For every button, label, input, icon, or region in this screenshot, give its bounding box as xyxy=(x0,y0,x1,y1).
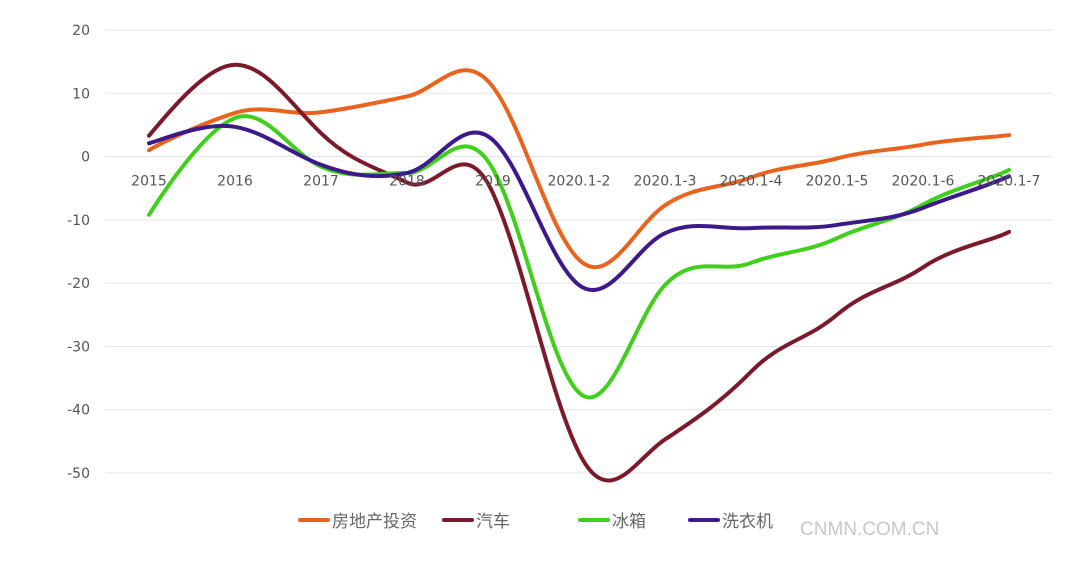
y-tick-label: 0 xyxy=(81,150,90,166)
legend-label: 房地产投资 xyxy=(332,512,417,532)
y-tick-label: -30 xyxy=(67,339,90,355)
series-line-1 xyxy=(147,68,1011,270)
series-line-3 xyxy=(147,114,1011,400)
series-line-4 xyxy=(147,123,1011,293)
y-tick-label: -50 xyxy=(67,466,90,482)
legend-label: 洗衣机 xyxy=(722,512,773,532)
x-tick-label: 2016 xyxy=(217,174,253,190)
y-tick-label: 10 xyxy=(72,86,90,102)
x-tick-label: 2020.1-6 xyxy=(892,174,955,190)
x-tick-label: 2020.1-5 xyxy=(806,174,869,190)
x-tick-label: 2018 xyxy=(389,174,425,190)
y-axis-ticks: 20 10 0 -10 -20 -30 -40 -50 xyxy=(67,23,90,482)
legend-label: 汽车 xyxy=(476,512,510,532)
x-tick-label: 2017 xyxy=(303,174,339,190)
x-axis-labels: 2015 2016 2017 2018 2019 2020.1-2 2020.1-3 2020… xyxy=(131,174,1040,190)
y-tick-label: -10 xyxy=(67,213,90,229)
legend: 房地产投资 汽车 冰箱 洗衣机 xyxy=(298,512,773,532)
x-tick-label: 2015 xyxy=(131,174,167,190)
y-tick-label: 20 xyxy=(72,23,90,39)
watermark: CNMN.COM.CN xyxy=(800,519,939,540)
legend-label: 冰箱 xyxy=(612,512,646,532)
gridlines xyxy=(105,29,1052,474)
x-tick-label: 2020.1-3 xyxy=(634,174,697,190)
y-tick-label: -20 xyxy=(67,276,90,292)
y-tick-label: -40 xyxy=(67,403,90,419)
x-tick-label: 2019 xyxy=(475,174,511,190)
x-tick-label: 2020.1-7 xyxy=(978,174,1041,190)
x-tick-label: 2020.1-4 xyxy=(720,174,783,190)
x-tick-label: 2020.1-2 xyxy=(548,174,611,190)
series-lines xyxy=(147,62,1011,483)
series-line-2 xyxy=(147,62,1011,483)
